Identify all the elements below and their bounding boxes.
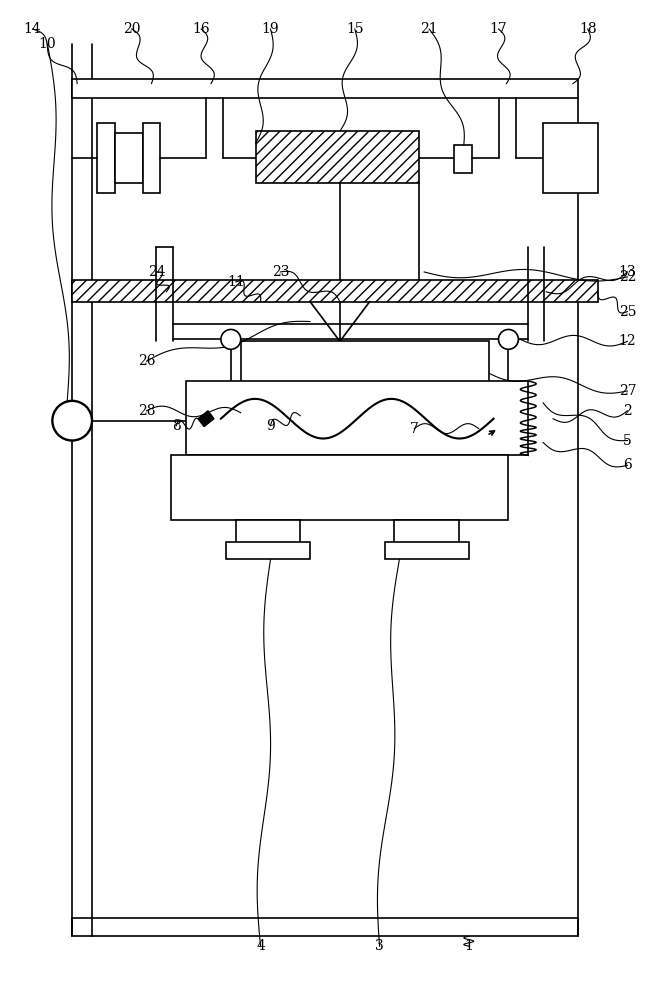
Text: 13: 13	[618, 265, 636, 279]
Text: 15: 15	[346, 22, 364, 36]
Bar	[72, 79, 578, 98]
Text: 20: 20	[123, 22, 140, 36]
Bar	[385, 542, 469, 559]
Bar	[454, 145, 471, 173]
Bar	[255, 131, 419, 183]
Text: 27: 27	[618, 384, 636, 398]
Text: 9: 9	[266, 419, 275, 433]
Bar	[543, 123, 597, 193]
Text: 26: 26	[138, 354, 155, 368]
Text: 16: 16	[192, 22, 210, 36]
Bar	[115, 133, 142, 183]
Bar	[97, 123, 115, 193]
Bar	[241, 341, 488, 401]
Text: 28: 28	[138, 404, 155, 418]
Bar	[236, 520, 300, 545]
Text: 5: 5	[623, 434, 632, 448]
Bar	[394, 520, 459, 545]
Text: 12: 12	[618, 334, 636, 348]
Bar	[72, 280, 597, 302]
Text: 23: 23	[272, 265, 289, 279]
Bar	[171, 455, 509, 520]
Bar	[142, 123, 161, 193]
Text: 4: 4	[256, 939, 265, 953]
Text: 8: 8	[172, 419, 181, 433]
Text: 2: 2	[623, 404, 632, 418]
Bar	[186, 381, 528, 455]
Circle shape	[52, 401, 92, 441]
Text: 25: 25	[618, 305, 636, 319]
Circle shape	[498, 329, 518, 349]
Text: 11: 11	[227, 275, 245, 289]
Text: 10: 10	[39, 37, 56, 51]
Text: 1: 1	[464, 939, 473, 953]
Text: 7: 7	[410, 422, 419, 436]
Text: 17: 17	[490, 22, 507, 36]
Text: 24: 24	[148, 265, 165, 279]
Text: 6: 6	[623, 458, 632, 472]
Bar	[72, 918, 578, 936]
Text: 18: 18	[579, 22, 597, 36]
Text: 19: 19	[262, 22, 279, 36]
Text: 22: 22	[618, 270, 636, 284]
Text: 21: 21	[421, 22, 438, 36]
Bar	[226, 542, 310, 559]
Polygon shape	[198, 411, 214, 427]
Text: 14: 14	[24, 22, 41, 36]
Text: 3: 3	[375, 939, 384, 953]
Circle shape	[221, 329, 241, 349]
